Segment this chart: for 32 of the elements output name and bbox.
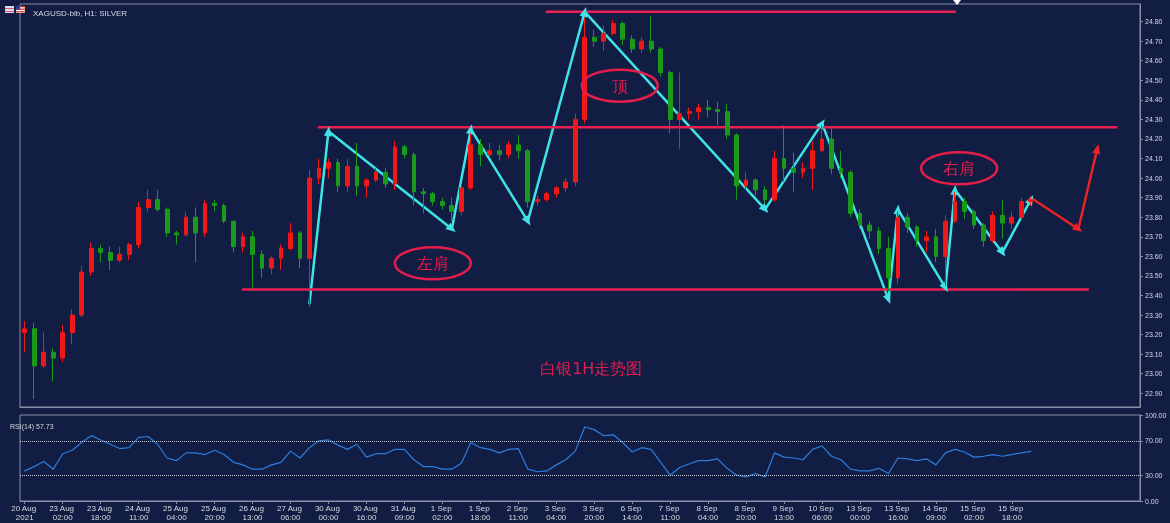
x-tick-label: 9 Sep 13:00 [772, 504, 796, 522]
x-tick-label: 2 Sep 11:00 [506, 504, 530, 522]
x-tick-label: 25 Aug 04:00 [163, 504, 191, 522]
x-tick-label: 26 Aug 13:00 [238, 504, 267, 522]
x-tick-label: 14 Sep 09:00 [922, 504, 950, 522]
x-tick-label: 7 Sep 11:00 [658, 504, 682, 522]
x-tick-label: 30 Aug 16:00 [352, 504, 381, 522]
annotation: 右肩 [943, 158, 976, 178]
x-tick-label: 13 Sep 00:00 [846, 504, 874, 522]
x-tick-label: 15 Sep 02:00 [960, 504, 988, 522]
x-tick-label: 3 Sep 20:00 [582, 504, 606, 522]
x-tick-label: 10 Sep 06:00 [808, 504, 836, 522]
x-tick-label: 8 Sep 20:00 [734, 504, 758, 522]
x-tick-label: 6 Sep 14:00 [620, 504, 644, 522]
x-tick-label: 8 Sep 04:00 [696, 504, 720, 522]
x-tick-label: 23 Aug 18:00 [87, 504, 115, 522]
x-tick-label: 23 Aug 02:00 [49, 504, 77, 522]
x-tick-label: 30 Aug 00:00 [314, 504, 343, 522]
x-tick-label: 1 Sep 02:00 [430, 504, 454, 522]
annotation: 白银1H走势图 [540, 358, 643, 378]
annotation: 顶 [611, 76, 628, 96]
x-tick-label: 13 Sep 16:00 [884, 504, 912, 522]
x-tick-label: 3 Sep 04:00 [544, 504, 568, 522]
x-tick-label: 1 Sep 18:00 [468, 504, 492, 522]
text: XAGUSD-bib, H1: SILVER [33, 8, 128, 18]
x-tick-label: 15 Sep 18:00 [998, 504, 1026, 522]
x-tick-label: 31 Aug 09:00 [390, 504, 418, 522]
x-tick-label: 27 Aug 06:00 [276, 504, 305, 522]
x-tick-label: 20 Aug 2021 [11, 504, 39, 522]
x-tick-label: 24 Aug 11:00 [125, 504, 153, 522]
x-tick-label: 25 Aug 20:00 [201, 504, 229, 522]
annotation: 左肩 [416, 253, 449, 273]
